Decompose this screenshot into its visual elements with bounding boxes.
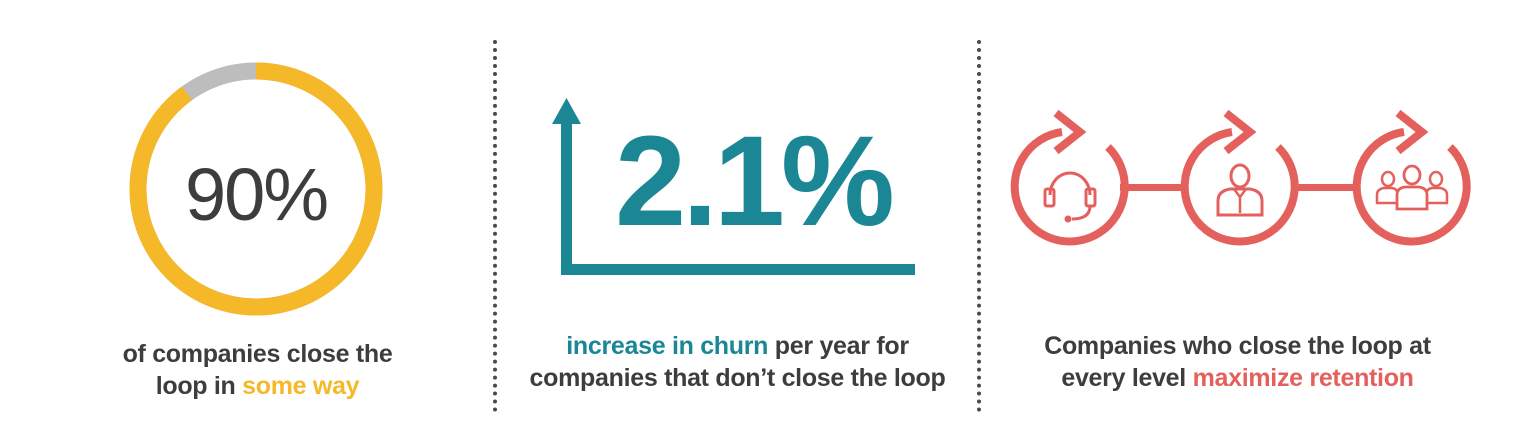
caption-line-2: companies that don’t close the loop bbox=[529, 364, 946, 392]
caption-highlight: increase in churn bbox=[566, 332, 769, 360]
group-icon bbox=[1352, 109, 1471, 246]
stat-value: 90% bbox=[184, 153, 329, 236]
stat-panel-churn-increase: 2.1% increase in churn per year for comp… bbox=[495, 0, 980, 446]
caption-text: per year for bbox=[768, 332, 909, 360]
caption-line-2: loop in some way bbox=[0, 370, 515, 402]
caption-line-1: increase in churn per year for bbox=[495, 330, 980, 362]
caption-highlight: some way bbox=[242, 372, 360, 400]
progress-ring-fill bbox=[129, 62, 383, 316]
dotted-divider-left bbox=[493, 40, 497, 412]
loop-levels-diagram bbox=[1010, 109, 1471, 246]
stat-panel-companies-close-loop: 90% of companies close the loop in some … bbox=[0, 0, 495, 446]
stat-caption: increase in churn per year for companies… bbox=[495, 330, 980, 394]
caption-line-2: every level maximize retention bbox=[980, 362, 1495, 394]
stat-panel-close-loop-levels: Companies who close the loop at every le… bbox=[980, 0, 1536, 446]
dotted-divider-right bbox=[977, 40, 981, 412]
progress-ring bbox=[129, 62, 383, 316]
person-icon bbox=[1180, 109, 1299, 246]
caption-line-1: of companies close the bbox=[122, 340, 393, 368]
connector-line bbox=[1120, 184, 1186, 191]
growth-axis-icon bbox=[552, 98, 915, 275]
caption-line-1: Companies who close the loop at bbox=[1044, 332, 1431, 360]
stat-value: 2.1% bbox=[615, 110, 895, 253]
stat-caption: Companies who close the loop at every le… bbox=[980, 330, 1495, 394]
caption-text: loop in bbox=[155, 372, 243, 400]
caption-highlight: maximize retention bbox=[1192, 364, 1414, 392]
connector-line bbox=[1292, 184, 1358, 191]
caption-text: every level bbox=[1061, 364, 1193, 392]
stat-caption: of companies close the loop in some way bbox=[0, 338, 515, 402]
headset-agent-icon bbox=[1010, 109, 1129, 246]
